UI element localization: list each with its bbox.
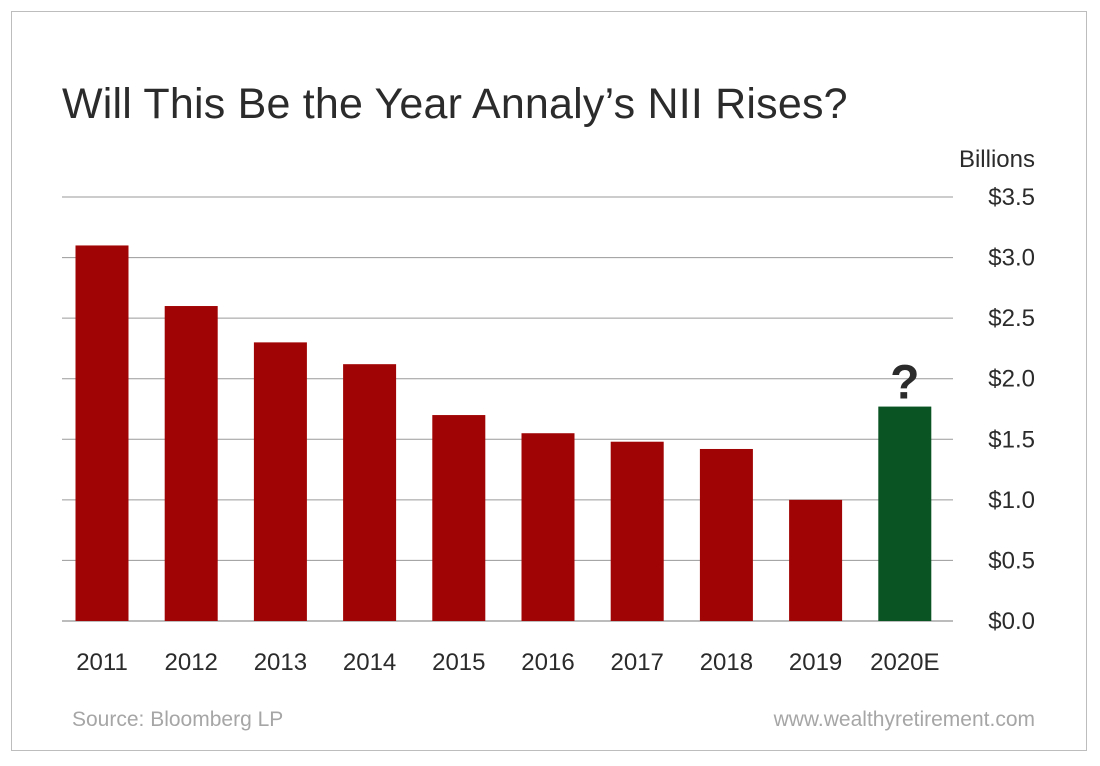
y-tick-label: $3.5 xyxy=(988,184,1035,211)
chart-title: Will This Be the Year Annaly’s NII Rises… xyxy=(62,80,848,128)
y-tick-label: $1.5 xyxy=(988,426,1035,453)
y-tick-label: $0.5 xyxy=(988,547,1035,574)
bar xyxy=(878,406,932,621)
x-tick-label: 2016 xyxy=(521,649,574,676)
x-tick-label: 2012 xyxy=(165,649,218,676)
question-mark-annotation: ? xyxy=(890,357,919,410)
y-axis-unit-label: Billions xyxy=(958,146,1035,173)
x-tick-label: 2020E xyxy=(870,649,939,676)
y-tick-label: $3.0 xyxy=(988,245,1035,272)
bar xyxy=(164,306,218,621)
bar xyxy=(75,245,129,621)
y-tick-label: $0.0 xyxy=(988,608,1035,635)
x-tick-label: 2017 xyxy=(611,649,664,676)
y-tick-label: $2.0 xyxy=(988,366,1035,393)
x-tick-label: 2014 xyxy=(343,649,396,676)
x-tick-label: 2019 xyxy=(789,649,842,676)
x-tick-label: 2013 xyxy=(254,649,307,676)
bar xyxy=(343,364,397,621)
bar xyxy=(699,448,753,621)
website-credit: www.wealthyretirement.com xyxy=(773,708,1035,731)
x-tick-label: 2011 xyxy=(76,649,128,676)
bar xyxy=(521,433,575,621)
bar xyxy=(253,342,307,621)
x-tick-label: 2018 xyxy=(700,649,753,676)
bar xyxy=(432,415,486,621)
x-tick-label: 2015 xyxy=(432,649,485,676)
bar xyxy=(789,499,843,621)
source-note: Source: Bloomberg LP xyxy=(72,708,284,731)
bar xyxy=(610,441,664,621)
y-tick-label: $1.0 xyxy=(988,487,1035,514)
y-tick-label: $2.5 xyxy=(988,305,1035,332)
